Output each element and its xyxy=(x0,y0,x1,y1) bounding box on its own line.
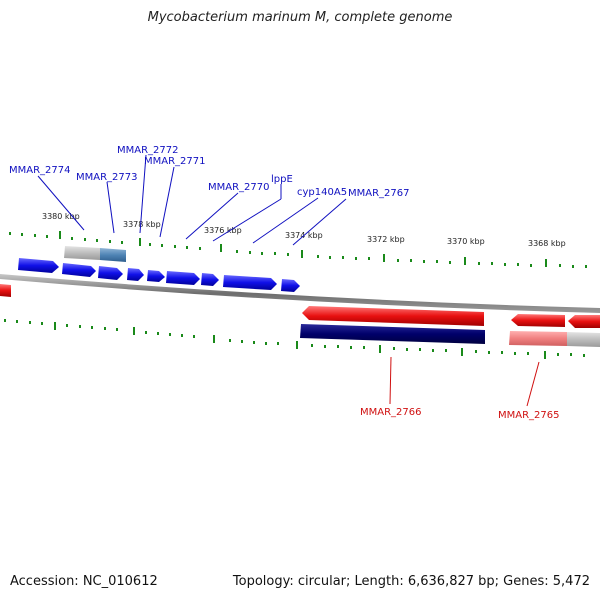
gene-label-forward[interactable]: MMAR_2770 xyxy=(208,182,270,193)
lower-tick-ruler xyxy=(4,319,585,359)
gene-arrow-reverse[interactable] xyxy=(568,315,600,328)
forward-strand-genes xyxy=(18,258,300,292)
gene-arrow-reverse[interactable] xyxy=(0,284,11,297)
gene-arrow-forward[interactable] xyxy=(166,271,200,285)
reverse-cds-features xyxy=(300,324,600,347)
gene-label-reverse[interactable]: MMAR_2765 xyxy=(498,410,560,421)
gene-arrow-forward[interactable] xyxy=(223,275,277,290)
cds-bar[interactable] xyxy=(300,324,485,344)
gene-label-forward[interactable]: MMAR_2771 xyxy=(144,156,206,167)
cds-bar[interactable] xyxy=(567,332,600,347)
gene-arrow-forward[interactable] xyxy=(62,263,96,277)
gene-label-forward[interactable]: cyp140A5 xyxy=(297,187,347,198)
scale-tick-label: 3372 kbp xyxy=(367,235,405,244)
gene-label-forward[interactable]: MMAR_2774 xyxy=(9,165,71,176)
gene-arrow-forward[interactable] xyxy=(201,273,219,286)
gene-arrow-forward[interactable] xyxy=(147,270,165,282)
map-title: Mycobacterium marinum M, complete genome xyxy=(147,10,453,25)
scale-tick-label: 3378 kbp xyxy=(123,220,161,229)
scale-tick-label: 3380 kbp xyxy=(42,212,80,221)
gene-label-forward[interactable]: MMAR_2767 xyxy=(348,188,410,199)
scale-tick-label: 3370 kbp xyxy=(447,237,485,246)
gene-arrow-reverse[interactable] xyxy=(511,314,565,327)
reverse-strand-genes xyxy=(302,306,600,328)
upper-tick-ruler xyxy=(9,231,587,268)
scale-tick-label: 3368 kbp xyxy=(528,239,566,248)
forward-label-leaders xyxy=(37,154,347,246)
genome-summary-text: Topology: circular; Length: 6,636,827 bp… xyxy=(232,574,590,589)
genome-backbone xyxy=(0,274,600,313)
gene-label-forward[interactable]: MMAR_2772 xyxy=(117,145,179,156)
gene-arrow-forward[interactable] xyxy=(281,279,300,292)
scale-tick-label: 3376 kbp xyxy=(204,226,242,235)
forward-cds-features xyxy=(64,246,126,262)
cds-bar[interactable] xyxy=(509,331,567,346)
accession-text: Accession: NC_010612 xyxy=(10,574,158,589)
gene-label-forward[interactable]: MMAR_2773 xyxy=(76,172,138,183)
gene-arrow-forward[interactable] xyxy=(127,268,144,281)
cds-bar[interactable] xyxy=(64,246,100,260)
gene-label-forward[interactable]: lppE xyxy=(271,174,293,185)
gene-arrow-reverse[interactable] xyxy=(302,306,484,326)
gene-label-reverse[interactable]: MMAR_2766 xyxy=(360,407,422,418)
gene-arrow-forward[interactable] xyxy=(98,266,123,280)
cds-bar[interactable] xyxy=(100,248,126,262)
gene-arrow-forward[interactable] xyxy=(18,258,59,273)
reverse-label-leaders xyxy=(389,356,540,407)
